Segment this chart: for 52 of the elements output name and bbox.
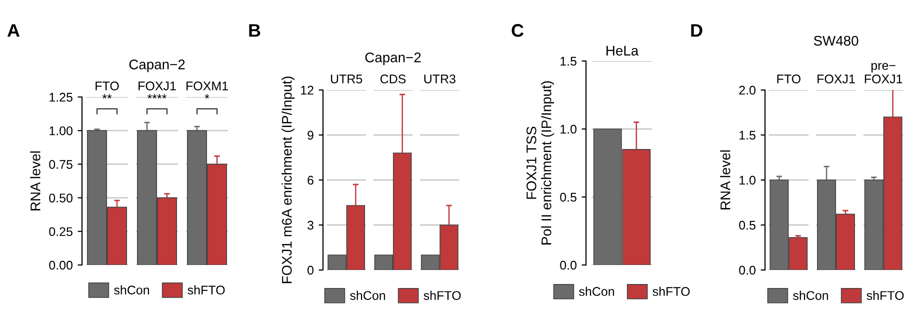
x-tick-label: pre− FOXJ1 xyxy=(864,63,902,84)
y-tick-label: 0.0 xyxy=(560,260,576,270)
y-tick-label: 1.0 xyxy=(740,176,756,185)
text: D xyxy=(691,24,702,37)
text: A xyxy=(7,24,20,37)
y-tick-label: 2.0 xyxy=(739,86,756,95)
chart-title: Capan−2 xyxy=(365,52,421,66)
legend-label: shCon xyxy=(350,290,386,300)
legend-label: shFTO xyxy=(188,285,225,294)
legend-label: shCon xyxy=(793,290,828,300)
x-tick-label: CDS xyxy=(380,74,406,84)
y-tick-label: 1.5 xyxy=(740,130,756,140)
y-tick-label: 1.0 xyxy=(560,124,576,134)
x-tick-label: FOXJ1 xyxy=(138,82,176,90)
x-tick-label: FTO xyxy=(96,82,119,90)
x-tick-label: FOXJ1 xyxy=(818,74,855,84)
x-tick-label: FOXM1 xyxy=(186,82,228,90)
y-axis-title: FOXJ1 m6A enrichment (IP/Input) xyxy=(282,76,295,284)
x-tick-label: UTR3 xyxy=(424,74,456,84)
y-tick-label: 6 xyxy=(308,176,314,185)
annotation: ** xyxy=(102,94,112,99)
chart-title: HeLa xyxy=(606,46,639,56)
y-tick-label: 0.25 xyxy=(49,227,72,236)
y-tick-label: 0.50 xyxy=(49,194,72,202)
y-tick-label: 0 xyxy=(308,266,314,275)
y-axis-title: RNA level xyxy=(720,150,730,210)
chart-title: SW480 xyxy=(814,36,858,46)
legend-label: shFTO xyxy=(424,290,461,300)
y-tick-label: 3 xyxy=(308,220,314,230)
y-tick-label: 12 xyxy=(301,86,314,95)
legend-label: shCon xyxy=(114,285,150,294)
x-tick-label: UTR5 xyxy=(330,74,362,84)
y-axis-title: FOXJ1 TSS Pol II enrichment (IP/Input) xyxy=(526,81,554,244)
y-tick-label: 0.0 xyxy=(739,266,756,275)
chart-title: Capan−2 xyxy=(129,60,185,72)
y-axis-title: RNA level xyxy=(30,151,40,210)
y-tick-label: 0.00 xyxy=(49,260,72,270)
annotation: * xyxy=(204,94,210,99)
y-tick-label: 0.75 xyxy=(49,160,72,169)
y-tick-label: 0.5 xyxy=(739,220,756,230)
x-tick-label: FTO xyxy=(777,74,800,84)
annotation: **** xyxy=(147,94,167,99)
legend-label: shCon xyxy=(579,286,614,296)
y-tick-label: 0.5 xyxy=(560,192,576,202)
y-tick-label: 9 xyxy=(308,130,314,140)
legend-label: shFTO xyxy=(652,286,690,296)
text: B xyxy=(249,24,260,37)
legend-label: shFTO xyxy=(866,290,904,300)
text: C xyxy=(512,24,524,37)
y-tick-label: 1.25 xyxy=(50,92,72,102)
y-tick-label: 1.00 xyxy=(50,126,72,136)
y-tick-label: 1.5 xyxy=(560,56,576,66)
